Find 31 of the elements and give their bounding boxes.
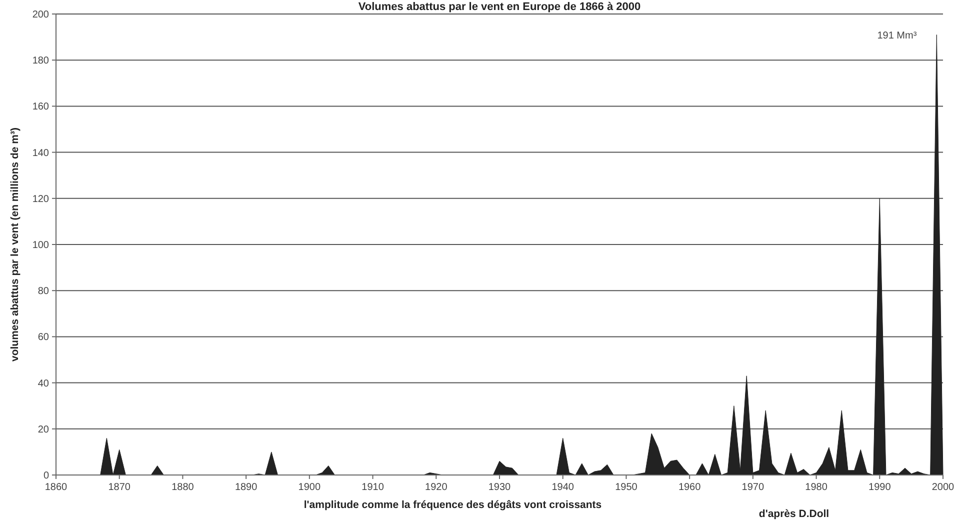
x-tick-label: 1860: [44, 482, 68, 493]
annotation: 191 Mm³: [877, 30, 918, 42]
x-tick-label: 1870: [108, 482, 131, 493]
x-tick-label: 1960: [678, 482, 702, 493]
x-tick-label: 1920: [425, 482, 448, 493]
y-tick-label: 0: [43, 470, 50, 482]
y-tick-label: 80: [38, 286, 50, 298]
text: d'après D.Doll: [758, 508, 830, 520]
y-tick-label: 140: [32, 148, 50, 159]
y-axis-title: volumes abattus par le vent (en millions de m³): [9, 128, 21, 362]
chart-title: Volumes abattus par le vent en Europe de 1866 à 2000: [358, 1, 641, 13]
y-tick-label: 180: [32, 56, 50, 67]
x-tick-label: 1940: [552, 482, 574, 493]
y-tick-label: 160: [32, 102, 50, 113]
y-tick-label: 120: [32, 194, 50, 205]
x-tick-label: 1890: [234, 482, 258, 493]
y-tick-label: 40: [38, 378, 50, 390]
x-axis-title: l'amplitude comme la fréquence des dégâts vont croissants: [304, 499, 602, 511]
x-tick-label: 1880: [172, 482, 194, 493]
x-tick-label: 1930: [488, 482, 512, 493]
x-tick-label: 1970: [742, 482, 764, 493]
y-tick-label: 60: [38, 332, 50, 344]
x-tick-label: 1900: [298, 482, 321, 493]
y-tick-label: 200: [32, 10, 50, 20]
y-tick-label: 20: [38, 424, 50, 436]
x-tick-label: 2000: [932, 482, 955, 493]
x-tick-label: 1980: [805, 482, 828, 493]
x-tick-label: 1950: [615, 482, 638, 493]
y-tick-label: 100: [32, 240, 50, 251]
x-tick-label: 1990: [868, 482, 892, 493]
x-tick-label: 1910: [362, 482, 384, 493]
